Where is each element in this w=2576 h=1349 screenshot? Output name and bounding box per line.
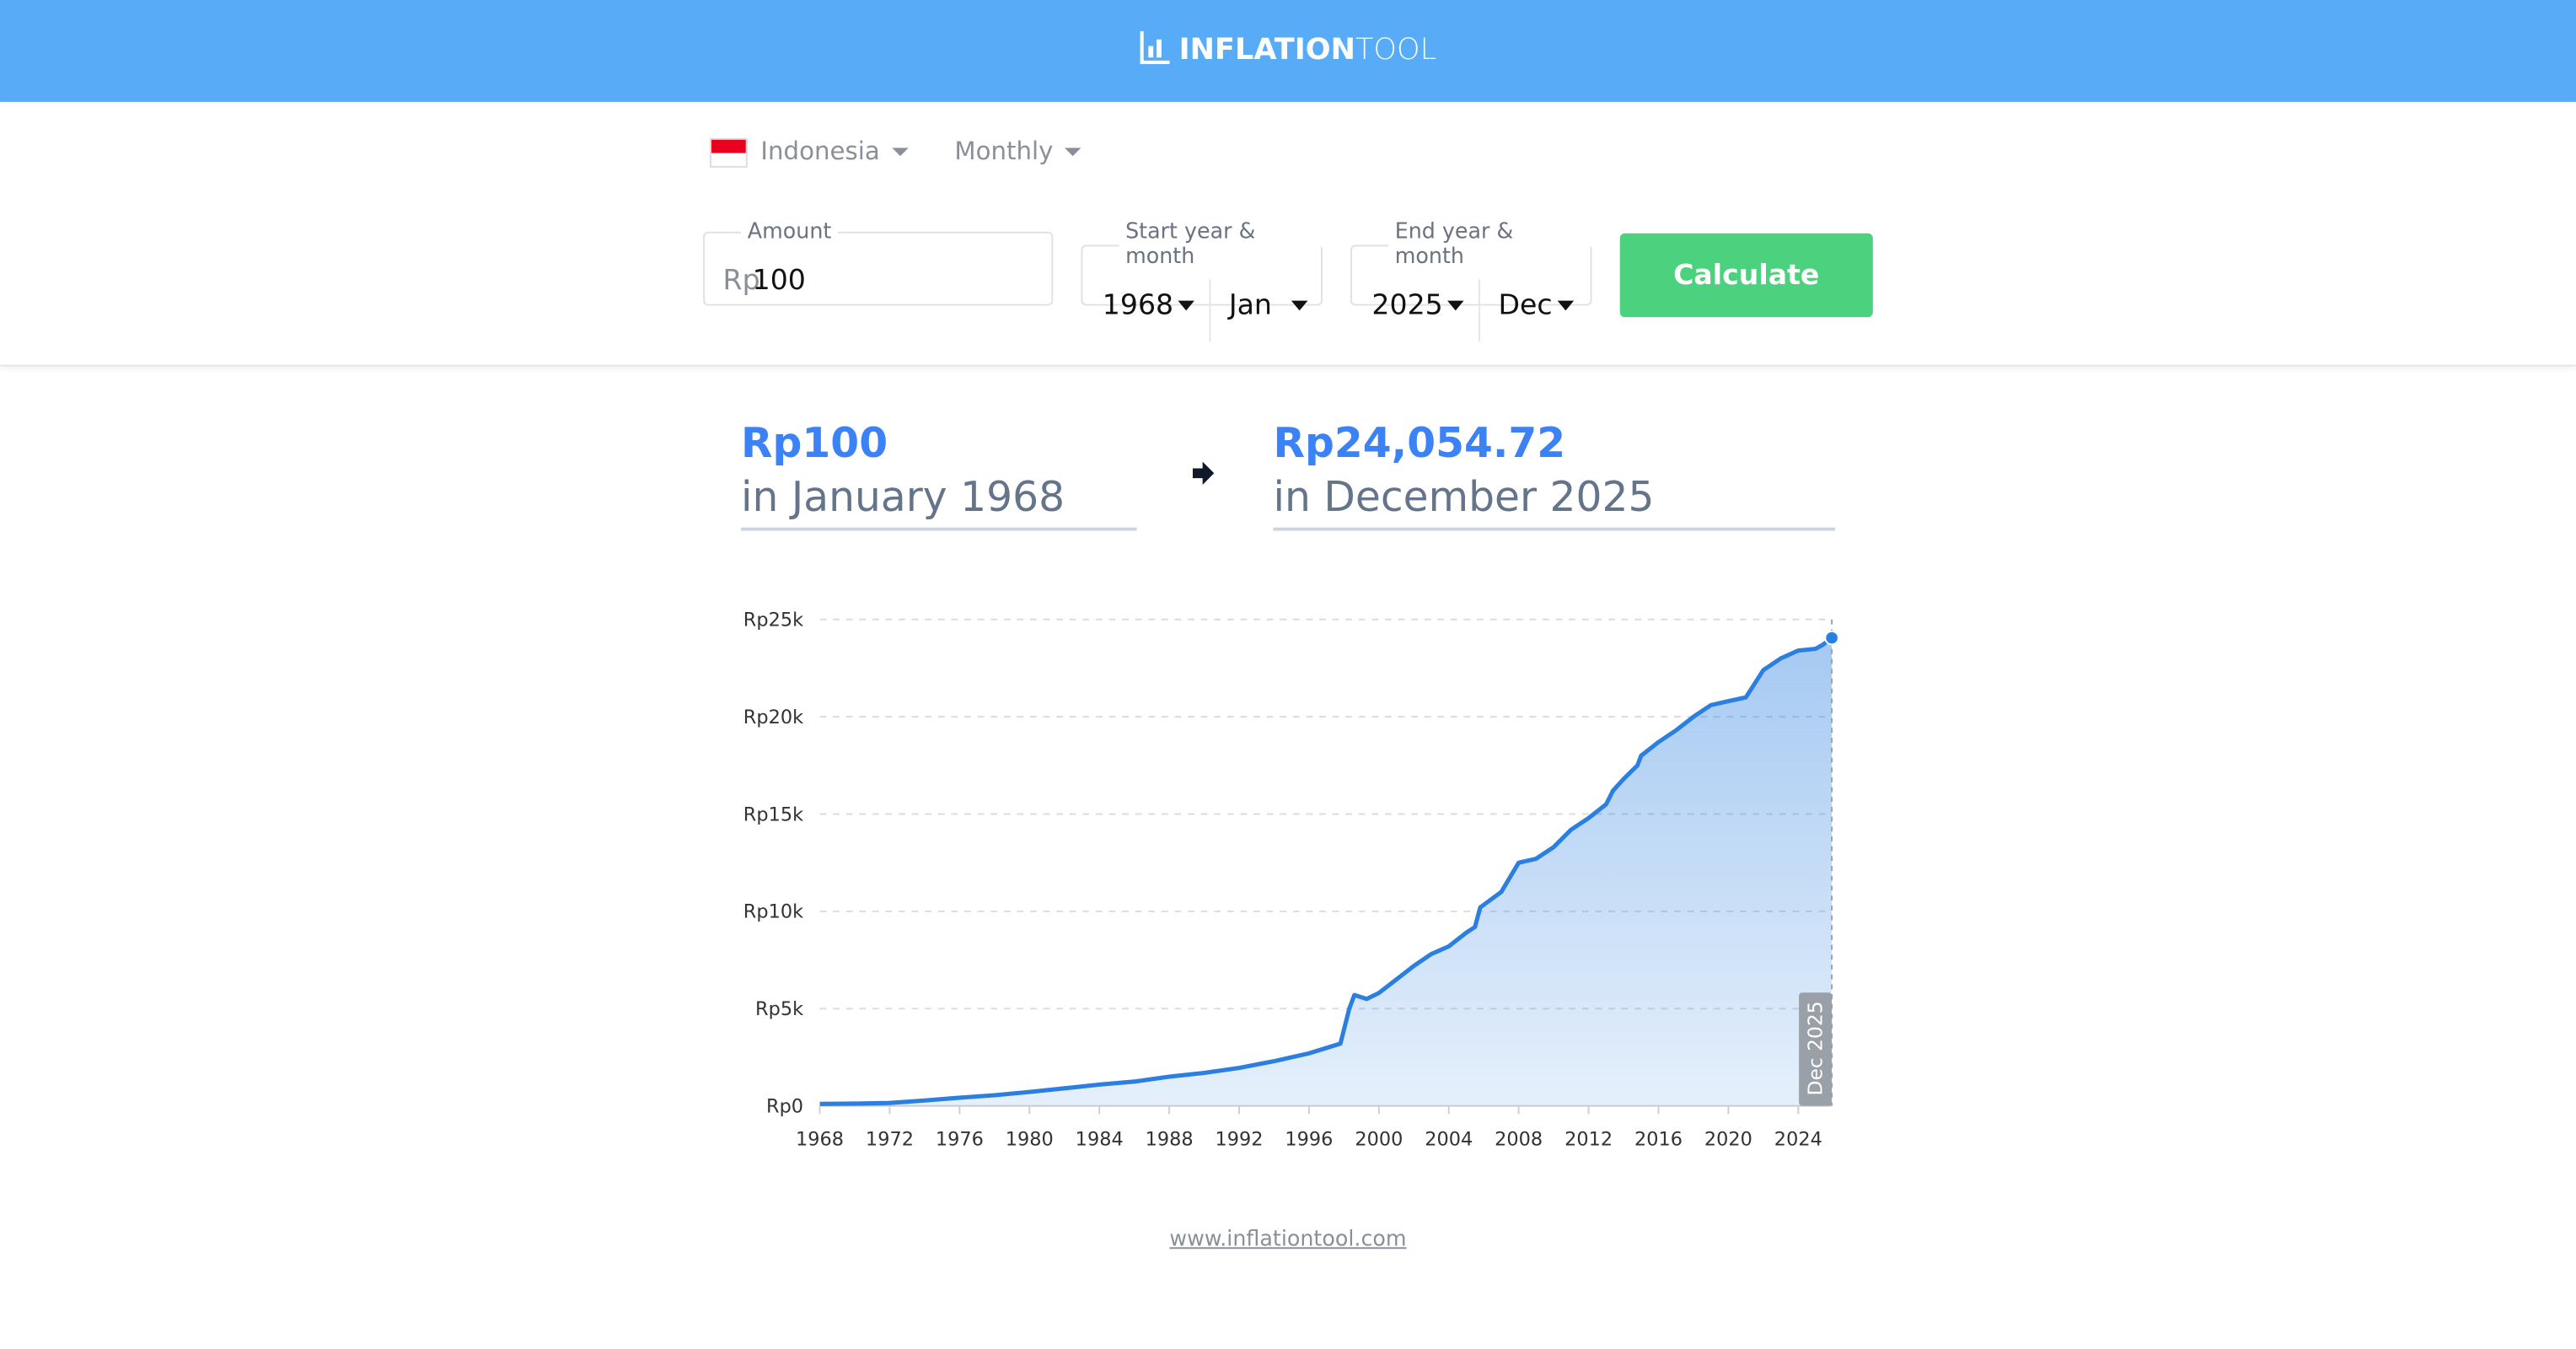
website-link[interactable]: www.inflationtool.com [1169,1227,1407,1253]
logo-text-bold: INFLATION [1178,32,1355,67]
amount-field[interactable]: Amount Rp 100 [703,220,1054,306]
indonesia-flag-icon [709,137,748,167]
end-month-select[interactable]: Dec [1498,289,1574,323]
caret-down-icon [1557,300,1574,311]
end-date-label: End year & month [1394,220,1514,270]
end-amount: Rp24,054.72 [1273,418,1566,467]
caret-down-icon [1447,300,1465,311]
x-tick-label: 1976 [936,1128,984,1150]
caret-down-icon [1291,300,1308,311]
caret-down-icon [891,148,908,157]
controls-panel [0,102,2576,367]
frequency-label: Monthly [954,136,1054,166]
x-tick-label: 2016 [1634,1128,1682,1150]
x-tick-label: 1988 [1146,1128,1194,1150]
arrow-right-icon [1192,461,1215,485]
y-tick-label: Rp15k [743,803,803,825]
end-date-field: End year & month 2025 Dec [1350,220,1592,342]
end-year-value: 2025 [1371,289,1443,323]
y-tick-label: Rp25k [743,610,803,632]
start-date-text: in January 1968 [740,473,1065,521]
x-tick-label: 1968 [796,1128,844,1150]
x-tick-label: 2012 [1564,1128,1613,1150]
end-year-select[interactable]: 2025 [1371,289,1465,323]
end-date-text: in December 2025 [1273,473,1655,521]
x-tick-label: 2020 [1704,1128,1752,1150]
inflation-chart[interactable]: Rp0 Rp5k Rp10k Rp15k Rp20k Rp25k 1968 1972 1976 1… [723,592,1873,1167]
bar-chart-icon [1139,31,1169,65]
start-month-select[interactable]: Jan [1229,289,1308,322]
x-tick-label: 2024 [1774,1128,1822,1150]
start-date-label: Start year & month [1125,220,1256,270]
country-select[interactable]: Indonesia [709,136,908,167]
frequency-select[interactable]: Monthly [954,137,1081,166]
x-tick-label: 1972 [866,1128,914,1150]
y-tick-label: Rp5k [755,998,803,1020]
y-tick-label: Rp20k [743,707,803,728]
caret-down-icon [1065,148,1081,157]
data-point [1824,630,1839,646]
x-tick-label: 2004 [1425,1128,1473,1150]
start-year-value: 1968 [1102,289,1174,323]
x-tick-label: 1996 [1285,1128,1333,1150]
x-tick-label: 1980 [1006,1128,1054,1150]
start-amount: Rp100 [740,418,888,467]
logo-text-light: TOOL [1355,32,1437,67]
footer: www.inflationtool.com [0,1228,2576,1252]
x-tick-label: 2000 [1355,1128,1403,1150]
caret-down-icon [1178,300,1195,311]
start-month-value: Jan [1228,289,1272,323]
amount-input[interactable]: 100 [752,264,806,298]
x-tick-label: 1992 [1216,1128,1264,1150]
country-label: Indonesia [760,136,880,166]
series-line [819,636,1833,1106]
calculate-button[interactable]: Calculate [1619,233,1873,318]
y-tick-label: Rp0 [766,1095,803,1117]
amount-label: Amount [747,220,832,245]
date-marker-label: Dec 2025 [1803,1001,1827,1095]
logo[interactable]: INFLATIONTOOL [0,31,2576,71]
divider [1209,279,1211,342]
start-year-select[interactable]: 1968 [1103,289,1195,322]
x-tick-label: 2008 [1495,1128,1543,1150]
divider [1479,279,1481,342]
area-fill [819,637,1833,1106]
currency-prefix: Rp [722,264,760,298]
y-tick-label: Rp10k [743,901,803,923]
divider [740,527,1137,531]
x-tick-label: 1984 [1076,1128,1124,1150]
end-month-value: Dec [1498,289,1553,323]
site-header: INFLATIONTOOL [0,0,2576,102]
date-marker-badge [1799,992,1833,1106]
start-date-field: Start year & month 1968 Jan [1081,220,1323,342]
divider [1273,527,1836,531]
